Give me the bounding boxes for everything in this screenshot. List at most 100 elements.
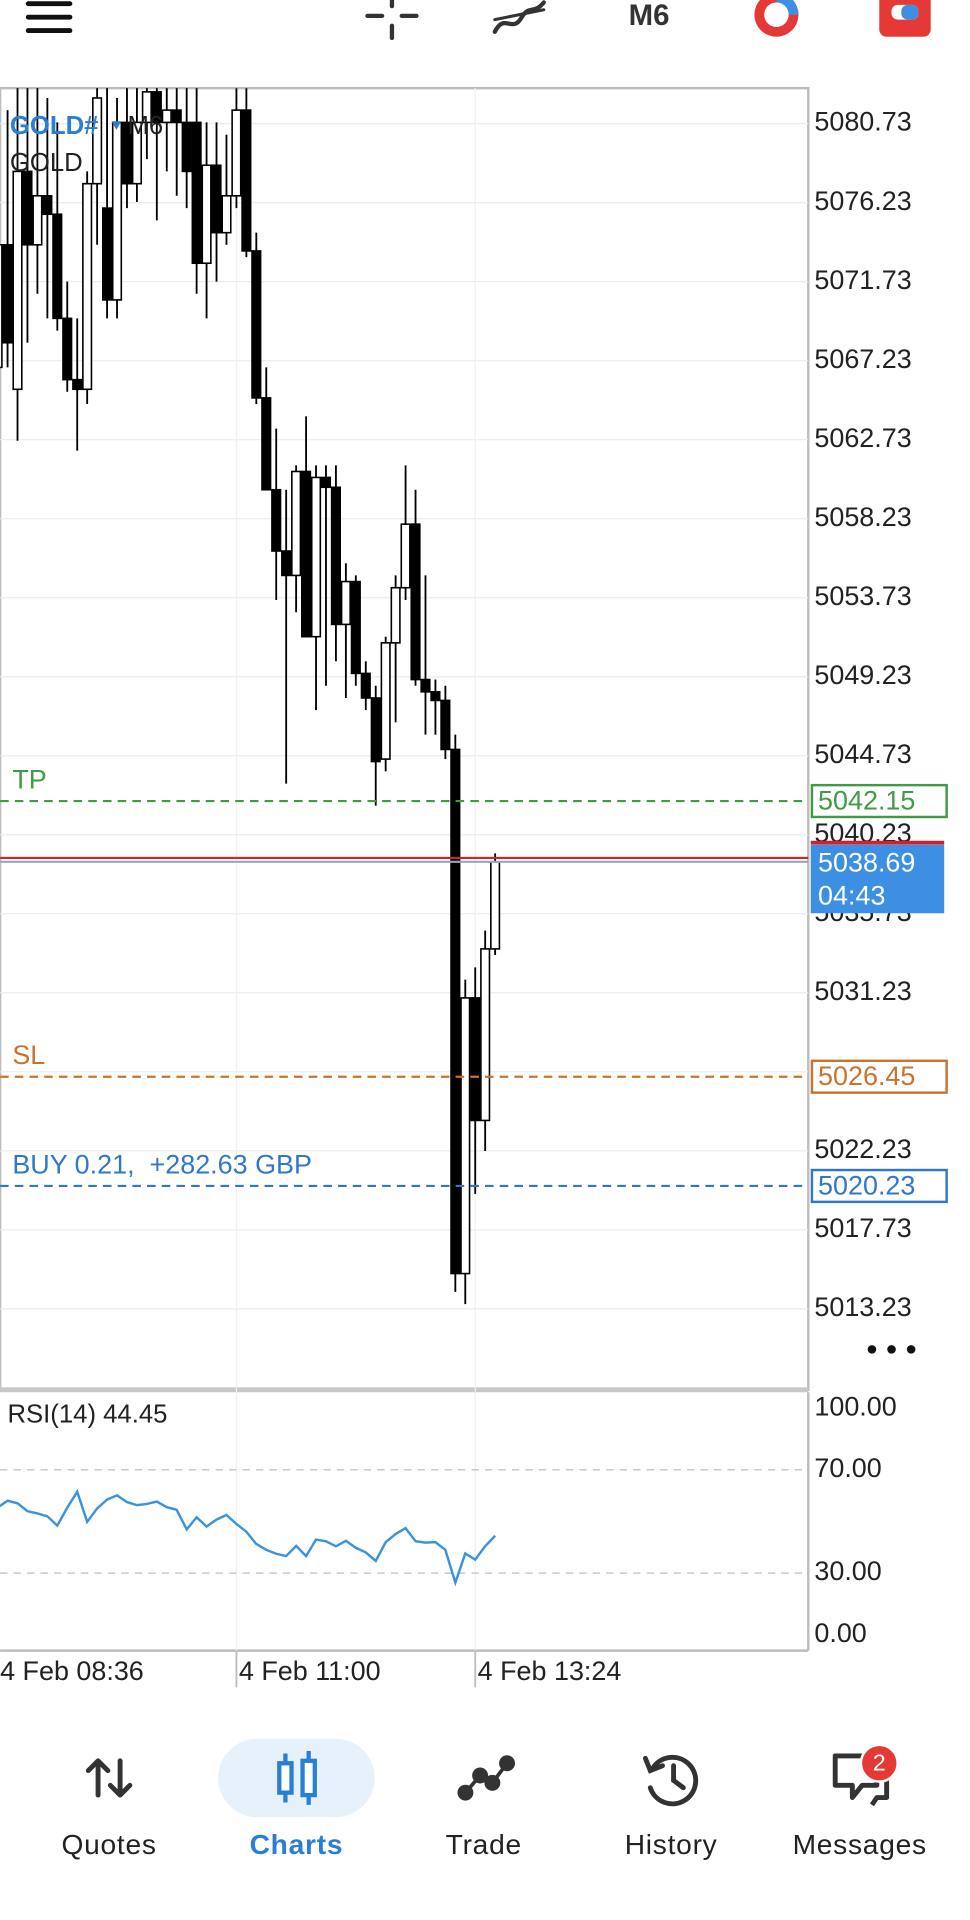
history-icon <box>642 1754 699 1807</box>
clock-button[interactable] <box>754 0 799 37</box>
candle-body <box>231 109 242 197</box>
menu-button[interactable] <box>25 1 73 34</box>
rsi-tick-label: 100.00 <box>814 1391 896 1421</box>
candle-body <box>12 170 23 391</box>
candle-body <box>181 121 192 173</box>
y-tick-label: 5013.23 <box>814 1292 911 1322</box>
bid-box <box>810 844 945 914</box>
candle-body <box>300 470 312 638</box>
candle-body <box>42 195 53 216</box>
toolbar: M6 <box>25 0 931 41</box>
badge-count: 2 <box>873 1750 886 1776</box>
candle-body <box>101 207 113 301</box>
nav-label: Quotes <box>61 1829 156 1860</box>
candle-body <box>340 580 351 626</box>
symbol-dropdown[interactable] <box>111 121 122 130</box>
nav-label: Trade <box>446 1829 522 1860</box>
candles <box>0 88 501 1305</box>
candle-body <box>171 109 182 124</box>
y-tick-label: 5076.23 <box>814 186 911 216</box>
nav-item[interactable]: Charts <box>211 1733 382 1880</box>
candle-body <box>131 121 143 185</box>
y-tick-label: 5067.23 <box>814 344 911 374</box>
candle-body <box>92 97 103 185</box>
candle-body <box>390 586 401 644</box>
candle-body <box>191 121 202 265</box>
candle-body <box>211 164 222 234</box>
candle-body <box>480 948 491 1122</box>
nav-item[interactable]: Quotes <box>23 1733 194 1880</box>
candle-body <box>221 195 232 234</box>
ask-marker <box>810 840 945 845</box>
nav-item[interactable]: Trade <box>398 1733 569 1880</box>
y-tick-label: 5022.23 <box>814 1134 911 1164</box>
candle-body <box>32 195 43 246</box>
candle-body <box>370 697 381 763</box>
y-tick-label: 5053.73 <box>814 581 911 611</box>
candle-body <box>22 170 33 246</box>
candle-body <box>330 486 342 626</box>
charts-icon <box>277 1751 317 1805</box>
symbol-info: GOLD# M6 GOLD <box>10 112 163 177</box>
candle-body <box>320 476 332 489</box>
y-tick-label: 5058.23 <box>814 502 911 532</box>
trade-button[interactable] <box>879 0 931 37</box>
candle-body <box>440 699 451 751</box>
symbol[interactable]: GOLD# <box>10 112 99 140</box>
price-axis: 5080.73 5076.23 5071.73 5067.23 5062.73 5058.… <box>814 107 911 1322</box>
rsi-tick-label: 0.00 <box>814 1618 866 1648</box>
candle-body <box>141 91 152 124</box>
level-price: 5026.45 <box>818 1061 915 1091</box>
nav-item[interactable]: Messages 2 <box>774 1733 945 1880</box>
rsi-tick-label: 30.00 <box>814 1556 881 1586</box>
trade-icon <box>457 1755 515 1801</box>
candle-body <box>430 691 441 702</box>
y-tick-label: 5049.23 <box>814 660 911 690</box>
rsi-tick-label: 70.00 <box>814 1453 881 1483</box>
y-tick-label: 5031.23 <box>814 976 911 1006</box>
candle-body <box>470 997 481 1122</box>
level-box <box>810 1059 948 1094</box>
more-button[interactable] <box>867 1345 916 1354</box>
candle-body <box>261 397 272 491</box>
nav-items: Quotes Charts Trade History Messages 2 <box>23 1733 945 1880</box>
timeframe-button[interactable]: M6 <box>629 0 670 32</box>
candle-body <box>2 243 13 344</box>
level-price: 5020.23 <box>818 1170 915 1200</box>
active-tab-highlight <box>218 1738 375 1818</box>
candle-body <box>62 317 73 381</box>
rsi-line <box>0 1488 497 1587</box>
indicators-button[interactable] <box>492 0 546 34</box>
crosshair-button[interactable] <box>365 0 419 41</box>
rsi-pane: 100.00 70.00 30.00 0.00 <box>0 1391 897 1648</box>
candle-body <box>161 109 172 124</box>
level-label: TP <box>12 765 46 795</box>
candle-body <box>291 470 302 577</box>
candle-body <box>241 109 252 252</box>
x-tick-label: 4 Feb 13:24 <box>478 1656 622 1686</box>
level-price: 5042.15 <box>818 785 915 815</box>
candle-body <box>490 861 501 950</box>
grid <box>0 88 809 1651</box>
bid-price: 5038.69 <box>818 847 915 877</box>
nav-item[interactable]: History <box>585 1733 756 1880</box>
level-label: BUY 0.21, +282.63 GBP <box>12 1149 312 1179</box>
x-tick-label: 4 Feb 08:36 <box>0 1656 144 1686</box>
candle-body <box>121 121 133 185</box>
candle-body <box>111 121 123 301</box>
y-tick-label: 5044.73 <box>814 739 911 769</box>
countdown: 04:43 <box>818 880 885 910</box>
candle-body <box>82 182 93 391</box>
price-pane <box>0 86 810 1392</box>
candle-body <box>251 250 262 399</box>
levels: TP SL BUY 0.21, +282.63 GBP <box>0 765 809 1188</box>
candle-body <box>450 748 461 1275</box>
candle-body <box>271 488 282 552</box>
y-tick-label: 5017.73 <box>814 1213 911 1243</box>
x-tick-label: 4 Feb 11:00 <box>239 1656 381 1686</box>
candle-body <box>400 523 411 589</box>
candle-body <box>460 997 471 1275</box>
pane-separator <box>0 1387 809 1393</box>
